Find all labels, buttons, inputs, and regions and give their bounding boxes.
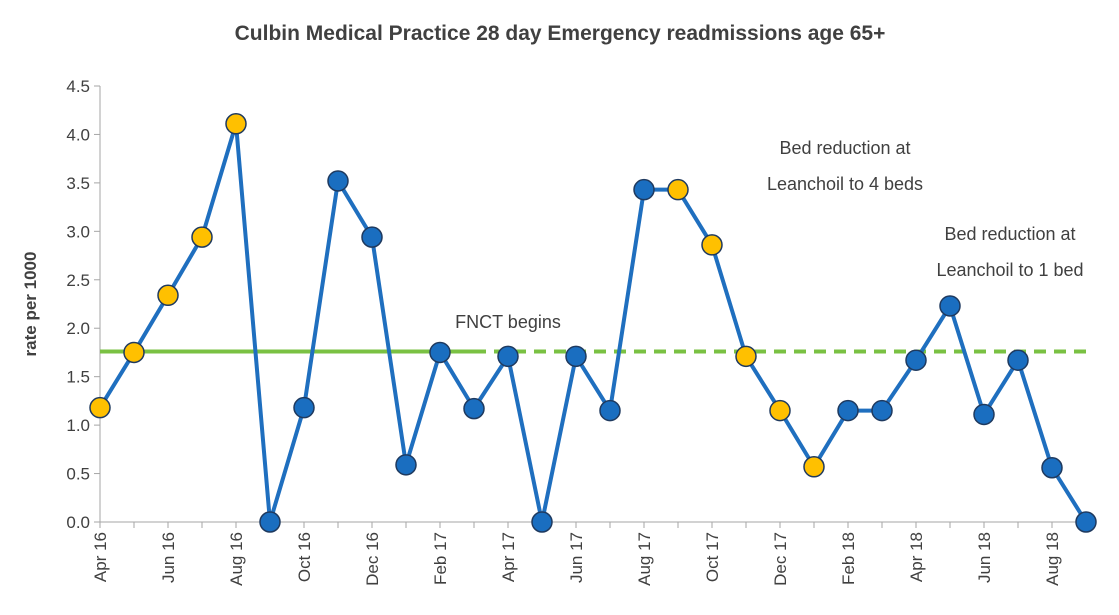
annotation: Bed reduction at	[944, 224, 1075, 244]
chart-title: Culbin Medical Practice 28 day Emergency…	[235, 22, 886, 45]
y-tick-label: 0.0	[66, 513, 90, 532]
y-tick-label: 1.0	[66, 416, 90, 435]
data-point	[939, 295, 961, 317]
data-point	[1007, 349, 1029, 371]
data-point	[497, 345, 519, 368]
y-tick-label: 2.5	[66, 271, 90, 290]
data-point	[1041, 456, 1063, 479]
x-tick-label: Apr 17	[499, 532, 518, 582]
x-tick-label: Apr 16	[91, 532, 110, 582]
x-tick-label: Aug 18	[1043, 532, 1062, 586]
data-point	[871, 399, 893, 422]
x-tick-label: Dec 17	[771, 532, 790, 586]
annotation: Leanchoil to 1 bed	[936, 260, 1083, 280]
data-point	[803, 456, 825, 478]
data-point	[123, 341, 145, 364]
data-point	[89, 396, 111, 419]
data-point	[191, 226, 213, 248]
data-point	[429, 341, 451, 364]
data-point	[973, 403, 995, 426]
data-point	[225, 113, 247, 135]
data-point	[667, 178, 689, 201]
x-tick-label: Jun 17	[567, 532, 586, 583]
data-point	[293, 396, 315, 419]
data-point	[905, 349, 927, 371]
x-tick-label: Feb 17	[431, 532, 450, 585]
y-tick-label: 3.5	[66, 174, 90, 193]
x-tick-label: Jun 18	[975, 532, 994, 583]
x-tick-label: Aug 17	[635, 532, 654, 586]
x-tick-label: Oct 17	[703, 532, 722, 582]
x-tick-label: Jun 16	[159, 532, 178, 583]
data-point	[463, 397, 485, 420]
data-line	[98, 121, 1088, 524]
y-axis-label: rate per 1000	[21, 252, 40, 357]
data-point	[599, 399, 621, 422]
y-tick-label: 4.5	[66, 77, 90, 96]
x-tick-label: Oct 16	[295, 532, 314, 582]
data-point	[837, 399, 859, 422]
data-point	[327, 170, 349, 192]
data-point	[769, 399, 791, 422]
data-point	[1075, 511, 1097, 533]
data-point	[531, 511, 553, 533]
data-point	[633, 178, 655, 201]
annotation: FNCT begins	[455, 312, 561, 332]
annotation: Leanchoil to 4 beds	[767, 174, 923, 194]
x-tick-label: Aug 16	[227, 532, 246, 586]
data-point	[395, 454, 417, 476]
data-point	[157, 284, 179, 307]
data-point	[735, 345, 757, 368]
y-tick-label: 1.5	[66, 368, 90, 387]
x-tick-label: Apr 18	[907, 532, 926, 582]
y-tick-label: 2.0	[66, 319, 90, 338]
data-point	[259, 511, 281, 533]
y-tick-label: 0.5	[66, 465, 90, 484]
y-tick-label: 3.0	[66, 222, 90, 241]
data-point	[565, 345, 587, 368]
y-tick-label: 4.0	[66, 125, 90, 144]
annotation: Bed reduction at	[779, 138, 910, 158]
data-point	[361, 226, 383, 248]
data-point	[701, 234, 723, 256]
x-tick-label: Feb 18	[839, 532, 858, 585]
x-tick-label: Dec 16	[363, 532, 382, 586]
